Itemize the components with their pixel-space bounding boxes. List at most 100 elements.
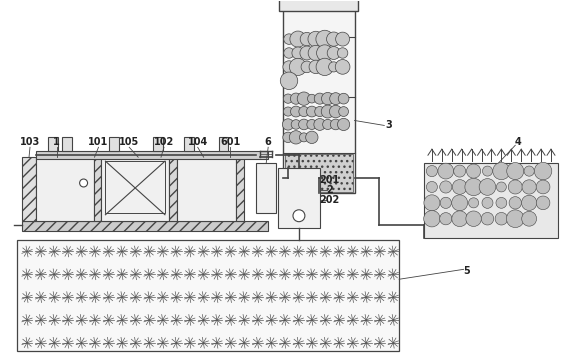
Circle shape (507, 163, 524, 179)
Circle shape (291, 120, 301, 129)
Circle shape (316, 30, 333, 48)
Circle shape (338, 118, 350, 131)
Circle shape (301, 61, 313, 73)
Circle shape (307, 94, 316, 103)
Circle shape (482, 197, 493, 208)
Circle shape (290, 106, 302, 117)
Circle shape (284, 94, 293, 103)
Circle shape (453, 179, 467, 194)
Circle shape (522, 195, 537, 210)
Bar (62, 137, 71, 151)
Bar (283, 9, 354, 193)
Circle shape (496, 197, 507, 208)
Bar (22, 221, 268, 231)
Circle shape (507, 210, 524, 228)
Circle shape (283, 61, 295, 73)
Circle shape (338, 93, 349, 104)
Bar (424, 163, 558, 238)
Bar (278, 168, 320, 228)
Circle shape (299, 133, 309, 142)
Circle shape (522, 211, 537, 226)
Circle shape (329, 93, 342, 104)
Circle shape (536, 180, 550, 194)
Circle shape (284, 34, 294, 44)
Circle shape (336, 32, 350, 46)
Circle shape (327, 47, 340, 59)
Circle shape (466, 211, 481, 226)
Bar (94, 157, 102, 221)
Text: 5: 5 (463, 266, 470, 276)
Bar (236, 157, 245, 221)
Circle shape (321, 105, 334, 118)
Bar (169, 157, 177, 221)
Circle shape (292, 47, 304, 59)
Text: 1: 1 (53, 137, 60, 147)
Circle shape (290, 93, 302, 104)
Circle shape (339, 107, 349, 116)
Bar (285, 154, 353, 192)
Circle shape (496, 182, 507, 192)
Bar (36, 157, 94, 221)
Circle shape (454, 165, 466, 177)
Circle shape (509, 197, 522, 209)
Circle shape (481, 213, 494, 225)
Circle shape (290, 31, 306, 47)
Text: 201: 201 (320, 175, 340, 185)
Circle shape (535, 162, 552, 180)
Bar (218, 137, 228, 151)
Circle shape (293, 210, 305, 222)
Text: 103: 103 (20, 137, 40, 147)
Circle shape (284, 48, 294, 58)
Bar (279, 0, 358, 11)
Circle shape (317, 45, 333, 61)
Circle shape (329, 105, 342, 118)
Circle shape (307, 119, 317, 130)
Text: 102: 102 (154, 137, 174, 147)
Circle shape (424, 210, 440, 227)
Circle shape (424, 195, 440, 211)
Circle shape (80, 179, 88, 187)
Circle shape (467, 164, 480, 178)
Bar (109, 137, 119, 151)
Text: 202: 202 (320, 195, 340, 205)
Circle shape (284, 107, 293, 116)
Circle shape (440, 213, 452, 225)
Circle shape (508, 180, 522, 194)
Circle shape (314, 119, 326, 130)
Bar (177, 157, 236, 221)
Circle shape (314, 93, 325, 104)
Circle shape (440, 197, 451, 209)
Circle shape (300, 46, 314, 60)
Circle shape (440, 181, 452, 193)
Circle shape (329, 62, 339, 72)
Circle shape (299, 106, 309, 116)
Circle shape (536, 196, 550, 210)
Circle shape (495, 213, 508, 225)
Bar (105, 161, 165, 213)
Text: 101: 101 (88, 137, 109, 147)
Bar (36, 151, 268, 159)
Circle shape (306, 131, 318, 143)
Circle shape (452, 211, 468, 226)
Bar (22, 157, 36, 221)
Circle shape (289, 58, 307, 75)
Circle shape (426, 182, 437, 193)
Text: 601: 601 (220, 137, 241, 147)
Circle shape (308, 31, 324, 47)
Circle shape (300, 32, 314, 46)
Circle shape (524, 166, 535, 176)
Circle shape (331, 119, 341, 130)
Circle shape (335, 60, 350, 74)
Circle shape (522, 180, 536, 194)
Circle shape (308, 46, 324, 61)
Circle shape (479, 179, 496, 195)
Circle shape (289, 131, 303, 144)
Circle shape (482, 166, 493, 176)
Bar (102, 157, 169, 221)
Text: 6: 6 (265, 137, 271, 147)
Text: 2: 2 (327, 185, 333, 195)
Circle shape (468, 198, 479, 208)
Circle shape (299, 119, 309, 130)
Circle shape (322, 119, 333, 130)
Circle shape (309, 60, 322, 74)
